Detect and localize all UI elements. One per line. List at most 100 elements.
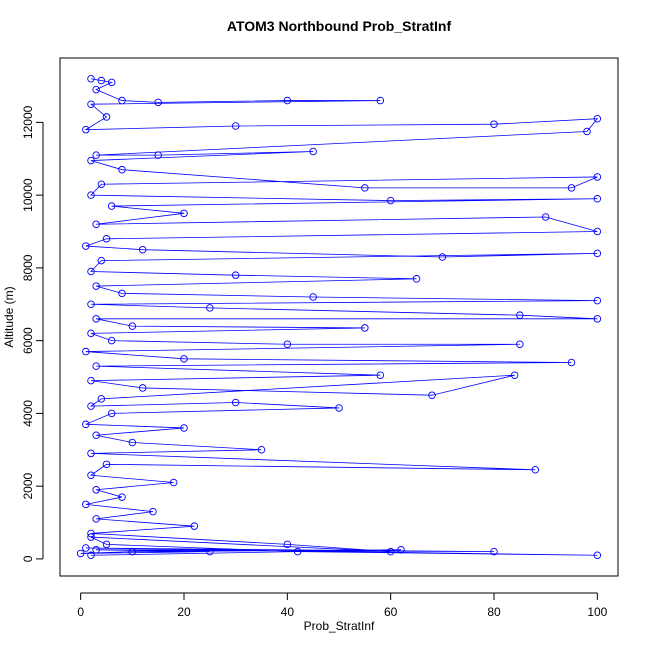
data-point [397, 546, 405, 554]
data-point [138, 245, 147, 254]
data-point [92, 362, 100, 370]
data-point [593, 249, 602, 258]
data-point [128, 547, 137, 556]
chart-title: ATOM3 Northbound Prob_StratInf [227, 18, 452, 34]
data-point [92, 85, 100, 94]
data-point [541, 213, 550, 221]
y-tick-label: 6000 [21, 327, 35, 354]
data-point [567, 358, 576, 367]
data-point [593, 227, 602, 236]
data-point [107, 336, 116, 345]
data-point [593, 114, 602, 123]
data-point [128, 322, 137, 330]
data-point [593, 315, 602, 323]
data-point [107, 78, 116, 87]
data-point [97, 395, 106, 403]
plot-frame [59, 57, 619, 577]
data-point [283, 96, 292, 105]
data-point [97, 180, 106, 188]
data-point [149, 507, 157, 516]
data-point [92, 546, 100, 554]
data-point [412, 275, 421, 283]
data-point [283, 540, 292, 549]
data-point [87, 533, 95, 541]
data-point [231, 398, 240, 407]
y-tick-label: 0 [21, 555, 35, 562]
data-point [82, 420, 90, 429]
data-point [92, 515, 100, 523]
x-axis-label: Prob_StratInf [304, 619, 375, 633]
x-tick-label: 20 [177, 605, 191, 619]
data-point [97, 256, 106, 265]
data-point [593, 173, 602, 181]
data-point [283, 340, 292, 349]
data-point [516, 311, 524, 319]
data-point [82, 242, 90, 250]
data-point [583, 127, 591, 136]
data-point [118, 289, 126, 298]
data-point [138, 384, 147, 392]
data-point [87, 156, 95, 165]
data-point [490, 547, 498, 556]
data-point [92, 282, 100, 290]
data-point [438, 253, 447, 261]
data-point [190, 522, 199, 530]
data-point [92, 151, 100, 159]
data-point [107, 202, 116, 210]
data-point [87, 100, 95, 108]
data-point [180, 424, 188, 432]
x-tick-label: 100 [587, 605, 607, 619]
data-point [87, 449, 95, 458]
data-point [309, 147, 317, 156]
data-point [87, 267, 95, 276]
data-point [531, 466, 540, 474]
data-point [76, 549, 85, 558]
x-tick-label: 80 [487, 605, 501, 619]
data-point [82, 544, 90, 552]
data-point [335, 404, 343, 412]
data-point [92, 486, 100, 494]
data-point [593, 296, 602, 305]
data-point [87, 376, 95, 385]
y-axis-label: Altitude (m) [2, 286, 16, 347]
data-point [180, 209, 188, 218]
data-point [428, 391, 436, 399]
data-point [376, 96, 385, 105]
data-point [87, 529, 95, 538]
data-point [82, 347, 90, 356]
data-point [293, 547, 302, 556]
data-point [128, 438, 137, 447]
data-line [80, 78, 599, 556]
data-point [593, 551, 602, 560]
data-point [361, 324, 369, 332]
data-point [87, 191, 95, 199]
data-point [87, 471, 95, 479]
data-point [154, 151, 162, 159]
y-tick-label: 10000 [21, 178, 35, 212]
data-point [87, 551, 95, 560]
data-point [593, 195, 602, 203]
data-point [92, 431, 100, 439]
x-tick-label: 60 [384, 605, 398, 619]
data-point [257, 446, 266, 454]
data-point [206, 547, 214, 556]
data-point [87, 402, 95, 410]
data-point [154, 98, 162, 107]
data-point [87, 329, 95, 338]
data-point [180, 355, 188, 363]
data-point [102, 460, 111, 469]
data-point [92, 315, 100, 323]
data-point [490, 120, 498, 128]
data-point [361, 184, 369, 192]
x-tick-label: 40 [281, 605, 295, 619]
data-point [92, 220, 100, 228]
y-tick-label: 4000 [21, 400, 35, 427]
data-point [169, 478, 178, 487]
data-point [386, 547, 395, 556]
data-point [87, 74, 95, 83]
data-point [82, 125, 90, 134]
x-tick-label: 0 [77, 605, 84, 619]
data-point [118, 493, 126, 501]
data-point [107, 409, 116, 418]
